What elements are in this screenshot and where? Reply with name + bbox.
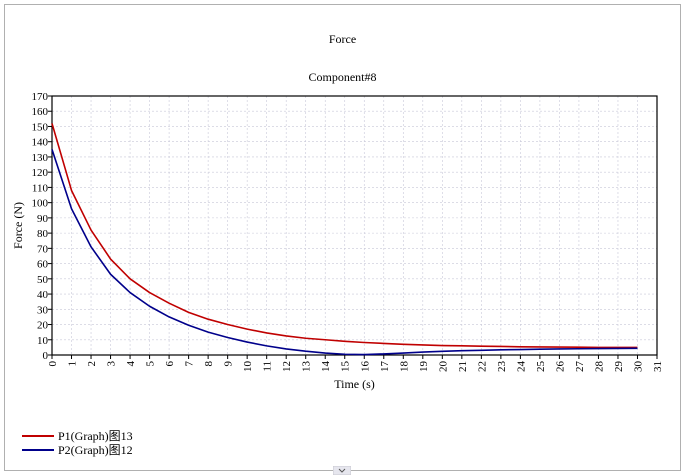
x-tick-label: 15 — [340, 361, 352, 373]
x-tick-label: 2 — [86, 361, 98, 367]
grid-lines — [52, 96, 657, 355]
x-tick-label: 20 — [437, 361, 449, 373]
y-tick-label: 30 — [37, 304, 49, 316]
x-tick-label: 18 — [398, 361, 410, 373]
legend-label-p2: P2(Graph)图12 — [58, 443, 133, 457]
chart-title: Force — [328, 32, 357, 46]
x-tick-label: 30 — [632, 361, 644, 373]
legend-swatch-p2 — [22, 449, 54, 451]
x-tick-label: 8 — [203, 361, 215, 367]
x-tick-label: 7 — [184, 361, 196, 367]
x-tick-label: 6 — [164, 361, 176, 367]
y-tick-label: 130 — [32, 152, 49, 164]
x-tick-label: 0 — [47, 361, 59, 367]
x-tick-label: 9 — [223, 361, 235, 367]
x-tick-label: 25 — [535, 361, 547, 373]
legend-swatch-p1 — [22, 435, 54, 437]
y-tick-label: 60 — [37, 259, 49, 271]
plot-area-border — [51, 95, 658, 356]
x-tick-label: 11 — [262, 361, 274, 372]
x-tick-label: 24 — [515, 361, 527, 373]
series-line-2 — [51, 149, 638, 356]
chart-frame — [4, 4, 681, 471]
y-tick-label: 90 — [37, 213, 49, 225]
x-tick-label: 5 — [145, 361, 157, 367]
y-tick-label: 170 — [32, 91, 49, 103]
x-tick-label: 26 — [554, 361, 566, 373]
x-tick-label: 10 — [242, 361, 254, 373]
y-tick-label: 160 — [32, 106, 49, 118]
y-tick-label: 0 — [43, 350, 49, 362]
x-axis-label: Time (s) — [334, 377, 375, 391]
y-tick-label: 70 — [37, 243, 49, 255]
y-axis-label: Force (N) — [11, 202, 25, 249]
x-tick-label: 4 — [125, 361, 137, 367]
y-tick-label: 150 — [32, 121, 49, 133]
y-tick-label: 100 — [32, 198, 49, 210]
series-line-1 — [51, 123, 638, 349]
x-tick-label: 27 — [574, 361, 586, 373]
x-tick-label: 22 — [476, 361, 488, 372]
x-tick-label: 28 — [593, 361, 605, 373]
x-tick-label: 3 — [106, 361, 118, 367]
x-tick-label: 13 — [301, 361, 313, 373]
y-tick-label: 140 — [32, 137, 49, 149]
x-tick-label: 23 — [496, 361, 508, 373]
x-tick-label: 19 — [418, 361, 430, 373]
y-tick-label: 110 — [32, 182, 49, 194]
y-tick-label: 10 — [37, 335, 49, 347]
y-tick-label: 120 — [32, 167, 49, 179]
x-tick-label: 21 — [457, 361, 469, 372]
x-tick-label: 1 — [67, 361, 79, 367]
y-tick-label: 50 — [37, 274, 49, 286]
x-tick-label: 16 — [359, 361, 371, 373]
chart-subtitle: Component#8 — [308, 70, 377, 84]
y-tick-label: 80 — [37, 228, 49, 240]
x-tick-label: 29 — [613, 361, 625, 373]
x-tick-label: 14 — [320, 361, 332, 373]
y-tick-label: 40 — [37, 289, 49, 301]
legend-label-p1: P1(Graph)图13 — [58, 429, 133, 443]
chevron-down-icon[interactable] — [333, 466, 351, 475]
x-tick-label: 12 — [281, 361, 293, 372]
y-tick-label: 20 — [37, 320, 49, 332]
x-tick-label: 31 — [652, 361, 664, 372]
x-tick-label: 17 — [379, 361, 391, 373]
